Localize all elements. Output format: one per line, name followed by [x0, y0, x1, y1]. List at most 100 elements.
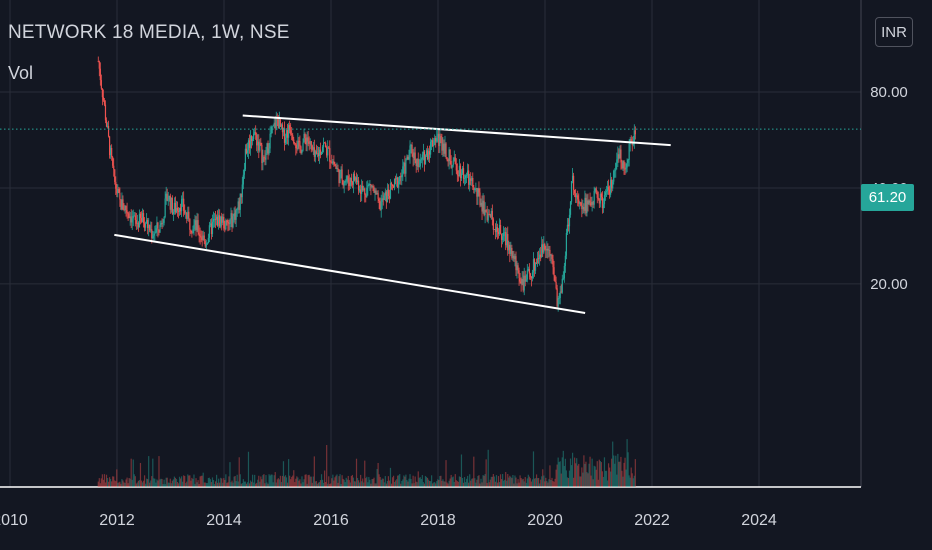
volume-bar: [490, 476, 492, 487]
volume-bar: [336, 474, 338, 487]
candle-body: [260, 142, 262, 145]
candle-body: [124, 205, 126, 211]
candle-body: [273, 122, 275, 126]
volume-bar: [359, 482, 361, 487]
volume-bar: [252, 474, 254, 487]
candle-body: [619, 149, 621, 159]
volume-bar: [397, 475, 399, 487]
volume-bar: [587, 473, 589, 487]
volume-bar: [435, 483, 437, 487]
candle-body: [294, 143, 296, 145]
volume-bar: [238, 457, 240, 487]
candle-body: [353, 173, 356, 181]
candle-body: [205, 243, 207, 247]
volume-bar: [102, 479, 105, 487]
candle-body: [558, 298, 560, 299]
volume-bar: [223, 478, 225, 487]
candle-body: [436, 137, 438, 142]
volume-bar: [630, 467, 632, 487]
candle-body: [420, 159, 422, 161]
candle-body: [199, 234, 201, 237]
candle-body: [249, 135, 252, 148]
candle-body: [437, 133, 439, 138]
volume-bar: [127, 483, 129, 487]
volume-bar: [449, 478, 451, 487]
volume-bar: [413, 483, 415, 487]
volume-bar: [152, 458, 154, 487]
candle-body: [269, 133, 271, 149]
volume-bar: [146, 478, 148, 487]
volume-bar: [427, 479, 430, 487]
candle-body: [228, 223, 230, 225]
volume-bar: [555, 469, 557, 487]
volume-bar: [243, 481, 245, 487]
candle-body: [170, 197, 172, 210]
candle-body: [207, 237, 209, 243]
volume-bar: [486, 482, 488, 487]
candle-body: [107, 126, 110, 137]
candle-body: [315, 151, 317, 154]
x-tick-label: 2022: [634, 512, 670, 529]
candle-body: [152, 235, 154, 239]
volume-bar: [375, 483, 377, 487]
volume-bar: [330, 483, 332, 487]
candle-body: [574, 189, 576, 194]
volume-bar: [513, 483, 515, 487]
volume-bar: [618, 461, 620, 487]
volume-bar: [354, 481, 357, 487]
volume-bar: [379, 477, 381, 487]
volume-bar: [340, 483, 342, 487]
volume-bar: [453, 481, 455, 487]
volume-bar: [153, 478, 155, 487]
volume-bar: [343, 479, 345, 487]
volume-bar: [429, 481, 432, 487]
candle-body: [535, 262, 538, 264]
candle-body: [174, 202, 177, 213]
volume-bar: [128, 477, 130, 487]
candle-body: [515, 256, 517, 271]
volume-bar: [596, 461, 598, 487]
candle-body: [473, 186, 475, 191]
candle-body: [612, 181, 614, 189]
volume-bar: [398, 475, 400, 487]
currency-button[interactable]: INR: [875, 17, 913, 47]
volume-bar: [225, 474, 227, 487]
candle-body: [528, 268, 530, 274]
candle-body: [622, 160, 624, 169]
candle-body: [113, 165, 115, 170]
candle-body: [385, 191, 387, 203]
candle-body: [175, 207, 178, 213]
candle-body: [307, 137, 309, 142]
volume-bar: [305, 474, 307, 487]
volume-bar: [370, 483, 372, 487]
volume-bar: [167, 482, 169, 487]
candle-body: [245, 148, 248, 154]
candle-body: [384, 191, 386, 196]
volume-bar: [525, 482, 527, 487]
candle-body: [344, 181, 346, 183]
candle-body: [268, 148, 270, 154]
candle-body: [425, 150, 428, 156]
volume-bar: [518, 482, 520, 487]
volume-bar: [408, 478, 410, 487]
candle-body: [97, 61, 99, 62]
candle-body: [252, 138, 254, 142]
candle-body: [332, 161, 334, 164]
candle-body: [481, 202, 483, 212]
volume-bar: [423, 483, 426, 487]
volume-bar: [437, 479, 439, 487]
candle-body: [284, 137, 287, 143]
volume-bar: [539, 483, 541, 487]
volume-bar: [289, 475, 291, 487]
candle-body: [592, 201, 594, 205]
volume-bar: [365, 478, 367, 487]
candle-body: [335, 165, 337, 169]
volume-bar: [558, 462, 560, 487]
candle-body: [355, 177, 358, 183]
candle-body: [545, 248, 547, 251]
volume-bar: [129, 478, 131, 487]
volume-bar: [176, 481, 179, 487]
candle-body: [134, 215, 136, 221]
volume-bar: [579, 476, 581, 487]
